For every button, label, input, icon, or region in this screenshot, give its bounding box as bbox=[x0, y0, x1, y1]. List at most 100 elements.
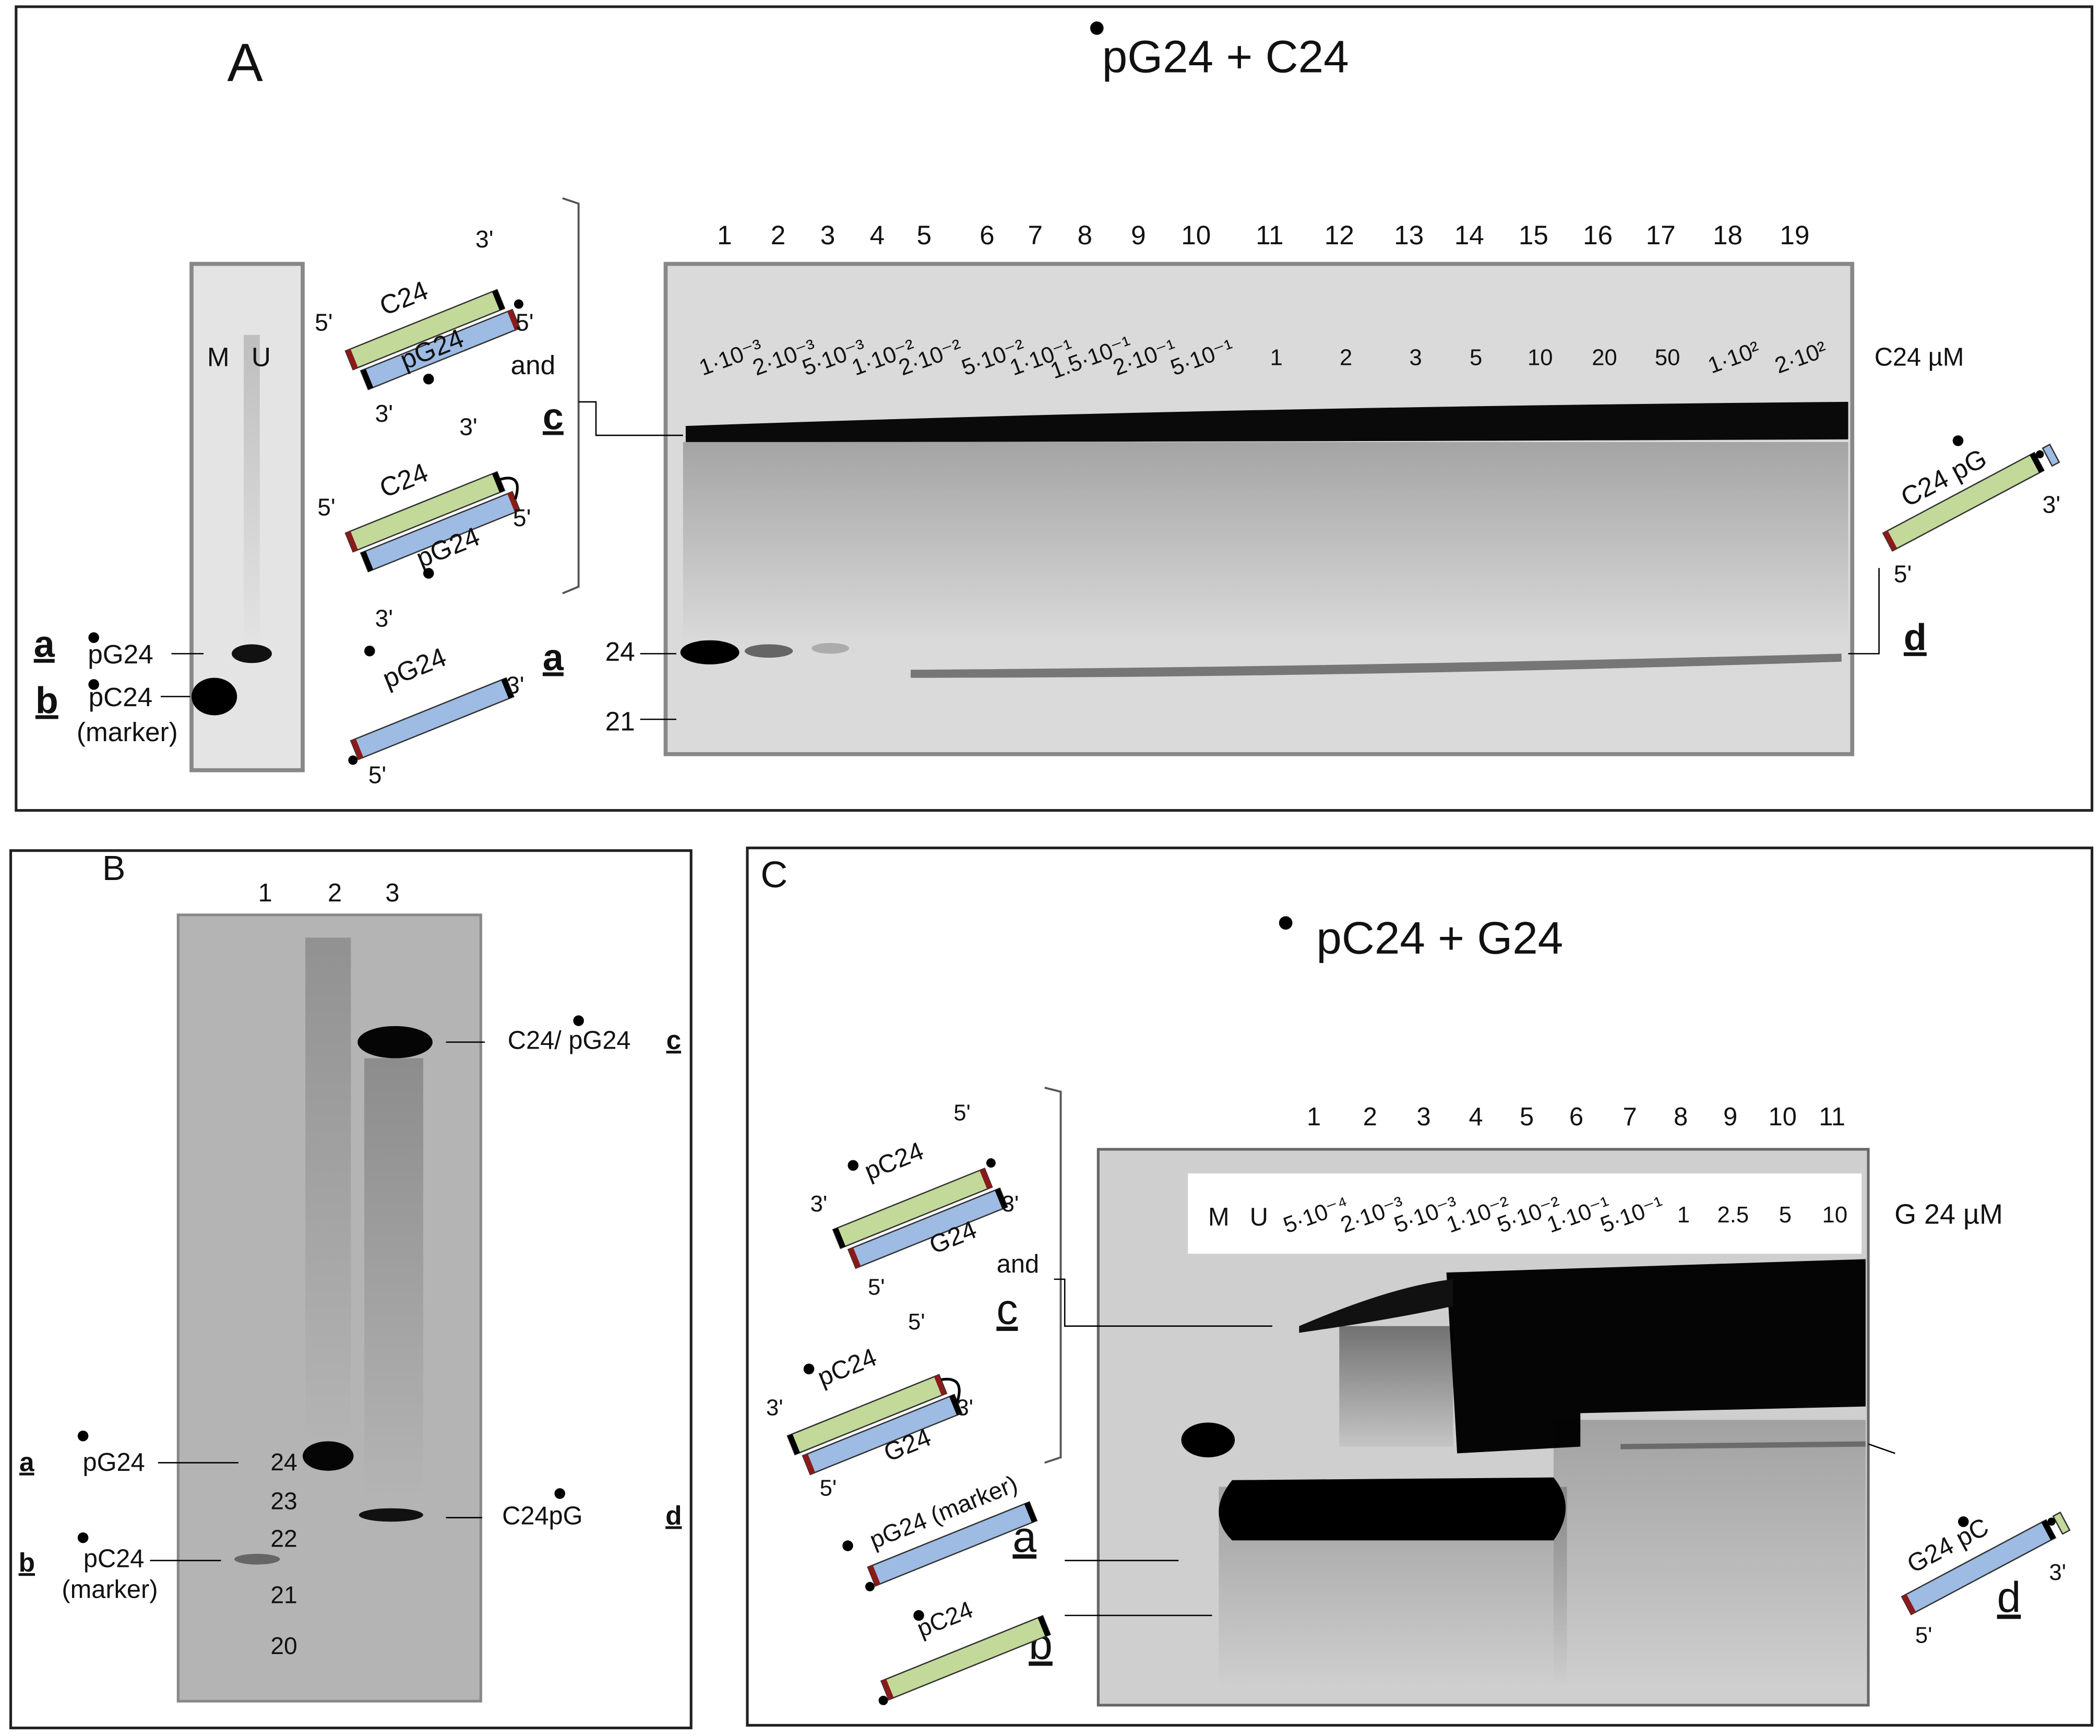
lane-number: 1 bbox=[258, 879, 272, 907]
band-label: pG24 bbox=[88, 639, 153, 669]
lane-number: 1 bbox=[1307, 1103, 1321, 1131]
panel-c-frame bbox=[746, 846, 2094, 1727]
strand-label: C24 bbox=[375, 275, 432, 321]
band bbox=[1181, 1422, 1235, 1458]
unit-label: C24 µM bbox=[1875, 343, 1964, 372]
lane-label: U bbox=[252, 342, 271, 372]
size-label: 21 bbox=[605, 706, 635, 736]
band-letter: a bbox=[543, 637, 564, 679]
size-label: 21 bbox=[270, 1581, 297, 1608]
concentration: 2.5 bbox=[1717, 1203, 1749, 1228]
end-label: 3' bbox=[956, 1395, 973, 1420]
lane-number: 14 bbox=[1454, 220, 1484, 250]
band bbox=[812, 643, 850, 654]
end-label: 3' bbox=[506, 672, 524, 699]
band bbox=[744, 644, 793, 658]
lane-number: 15 bbox=[1519, 220, 1548, 250]
panel-b-frame bbox=[9, 849, 693, 1730]
lane-number: 9 bbox=[1131, 220, 1146, 250]
label-dot bbox=[88, 679, 99, 690]
band bbox=[191, 677, 237, 716]
end-label: 5' bbox=[513, 504, 531, 531]
smear bbox=[305, 937, 351, 1447]
end-label: 5' bbox=[368, 762, 387, 789]
label-dot bbox=[573, 1015, 584, 1026]
band-letter: c bbox=[996, 1286, 1018, 1334]
size-label: 23 bbox=[270, 1488, 297, 1515]
end-label: 3' bbox=[810, 1192, 828, 1217]
concentration: 10 bbox=[1822, 1203, 1848, 1228]
smear bbox=[1339, 1326, 1453, 1447]
leader-line bbox=[578, 401, 683, 436]
lane-number: 7 bbox=[1028, 220, 1043, 250]
band bbox=[1219, 1477, 1566, 1541]
lane-number: 16 bbox=[1583, 220, 1613, 250]
band-letter: d bbox=[1904, 617, 1927, 659]
strand-diagram bbox=[1882, 443, 2060, 552]
label-dot bbox=[1279, 916, 1293, 930]
band bbox=[357, 1026, 433, 1059]
band-label: (marker) bbox=[62, 1576, 158, 1604]
end-label: 3' bbox=[2043, 491, 2061, 518]
strand-diagram bbox=[344, 471, 521, 573]
end-label: 3' bbox=[475, 225, 494, 253]
label-dot bbox=[803, 1363, 815, 1375]
lane-number: 4 bbox=[870, 220, 885, 250]
lane-label: U bbox=[1250, 1203, 1268, 1231]
band-label: C24/ pG24 bbox=[508, 1026, 631, 1054]
end-label: 5' bbox=[868, 1275, 885, 1300]
lane-number: 2 bbox=[771, 220, 786, 250]
lane-number: 3 bbox=[1416, 1103, 1430, 1131]
concentration: 5 bbox=[1470, 345, 1482, 370]
concentration: 10 bbox=[1528, 345, 1553, 370]
lane-label: M bbox=[1208, 1203, 1230, 1231]
panel-a-frame bbox=[15, 5, 2094, 812]
label-dot bbox=[423, 374, 434, 385]
lane-number: 2 bbox=[1363, 1103, 1377, 1131]
lane-number: 2 bbox=[328, 879, 342, 907]
concentration: 1 bbox=[1677, 1203, 1690, 1228]
band-letter: c bbox=[666, 1025, 682, 1055]
band-label: C24pG bbox=[502, 1502, 582, 1530]
unit-label: G 24 µM bbox=[1894, 1198, 2003, 1230]
label-dot bbox=[1958, 1516, 1969, 1527]
smear bbox=[364, 1058, 423, 1501]
band-letter: a bbox=[34, 624, 55, 665]
band bbox=[1620, 1441, 1866, 1449]
band-label: pC24 bbox=[83, 1545, 145, 1573]
end-label: 5' bbox=[516, 308, 534, 336]
smear bbox=[1553, 1420, 1866, 1688]
strand-diagram bbox=[878, 1615, 1052, 1705]
end-label: 3' bbox=[459, 413, 478, 440]
label-dot bbox=[848, 1160, 859, 1171]
smear bbox=[683, 442, 1848, 643]
lane-number: 6 bbox=[1569, 1103, 1583, 1131]
end-label: 3' bbox=[766, 1395, 783, 1420]
band-label: (marker) bbox=[77, 717, 178, 747]
end-label: 3' bbox=[375, 604, 393, 632]
leader-line bbox=[1848, 568, 1880, 655]
leader-line bbox=[1054, 1278, 1273, 1327]
band-letter: c bbox=[543, 396, 564, 437]
band bbox=[1299, 1279, 1453, 1333]
panel-label: A bbox=[227, 32, 263, 92]
strand-diagram bbox=[786, 1374, 963, 1476]
concentration: 5 bbox=[1779, 1203, 1792, 1228]
band-letter: d bbox=[1997, 1574, 2021, 1621]
and-label: and bbox=[511, 350, 556, 380]
panel-title: pC24 + G24 bbox=[1316, 913, 1563, 964]
end-label: 5' bbox=[315, 308, 333, 336]
panel-label: B bbox=[102, 849, 126, 888]
lane-number: 13 bbox=[1394, 220, 1424, 250]
lane-number: 8 bbox=[1674, 1103, 1688, 1131]
strand-diagram bbox=[348, 677, 515, 765]
smear bbox=[244, 335, 260, 657]
band-letter: a bbox=[19, 1447, 34, 1477]
lane-number: 11 bbox=[1819, 1103, 1845, 1131]
strand-diagram bbox=[1901, 1511, 2071, 1615]
label-dot bbox=[423, 568, 434, 579]
lane-number: 6 bbox=[980, 220, 995, 250]
size-label: 24 bbox=[270, 1448, 297, 1476]
